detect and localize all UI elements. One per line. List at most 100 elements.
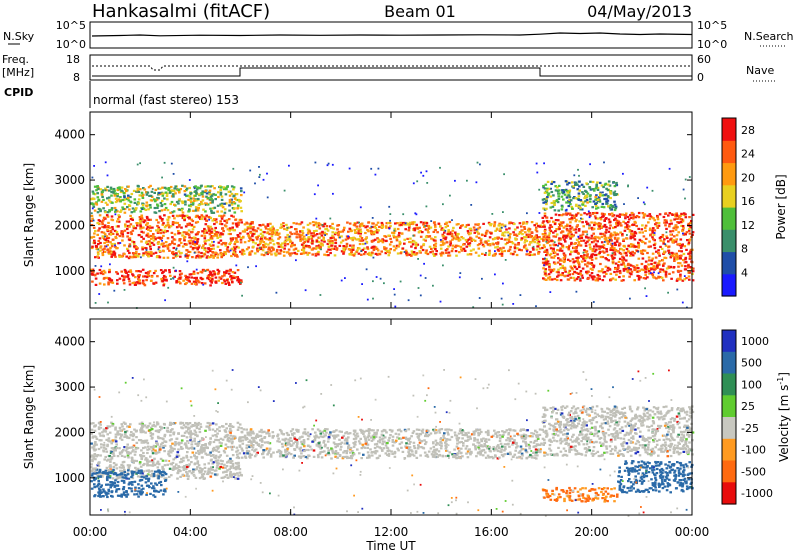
data-cell xyxy=(221,438,225,441)
data-cell xyxy=(399,280,402,283)
data-cell xyxy=(163,208,167,211)
data-cell xyxy=(352,237,355,240)
freq-label-line2: [MHz] xyxy=(2,66,34,79)
data-cell xyxy=(185,430,188,433)
data-cell xyxy=(121,464,125,467)
data-cell xyxy=(282,222,285,225)
data-cell xyxy=(569,276,573,279)
data-cell xyxy=(387,234,390,237)
data-cell xyxy=(669,233,672,236)
data-cell xyxy=(601,268,604,271)
data-cell xyxy=(660,276,664,279)
data-cell xyxy=(559,273,563,276)
data-cell xyxy=(624,226,627,229)
data-cell xyxy=(232,201,236,204)
data-cell xyxy=(284,236,288,239)
data-cell xyxy=(115,447,118,450)
data-cell xyxy=(210,458,213,461)
data-cell xyxy=(543,215,547,218)
data-cell xyxy=(167,223,170,226)
data-cell xyxy=(153,211,157,214)
data-cell xyxy=(652,276,655,279)
data-cell xyxy=(201,190,204,193)
data-cell xyxy=(523,241,527,244)
data-cell xyxy=(96,251,100,254)
data-cell xyxy=(234,237,238,240)
data-cell xyxy=(192,199,196,202)
data-cell xyxy=(225,269,228,272)
data-cell xyxy=(108,431,112,434)
data-cell xyxy=(90,236,94,239)
data-cell xyxy=(277,245,281,248)
data-cell xyxy=(219,459,223,462)
data-cell xyxy=(618,213,622,216)
data-cell xyxy=(323,253,326,256)
data-cell xyxy=(565,228,569,231)
data-cell xyxy=(264,225,267,228)
data-cell xyxy=(92,455,96,458)
data-cell xyxy=(627,244,631,247)
data-cell xyxy=(524,244,527,247)
data-cell xyxy=(207,197,210,200)
data-cell xyxy=(678,242,681,246)
data-cell xyxy=(147,251,151,254)
data-cell xyxy=(159,228,162,232)
data-cell xyxy=(421,231,424,234)
data-cell xyxy=(611,215,614,218)
data-cell xyxy=(436,231,439,234)
data-cell xyxy=(681,225,685,228)
data-cell xyxy=(449,240,452,243)
data-cell xyxy=(383,247,386,250)
data-cell xyxy=(651,236,654,239)
data-cell xyxy=(687,275,691,278)
data-cell xyxy=(328,225,332,228)
data-cell xyxy=(183,235,187,239)
data-cell xyxy=(589,197,592,200)
data-cell xyxy=(179,255,182,258)
data-cell xyxy=(149,460,152,463)
data-cell xyxy=(649,245,652,248)
data-cell xyxy=(189,239,192,242)
data-cell xyxy=(564,180,568,183)
data-cell xyxy=(189,199,192,202)
data-cell xyxy=(172,173,175,175)
data-cell xyxy=(645,267,648,270)
data-cell xyxy=(98,214,102,217)
data-cell xyxy=(132,225,135,228)
data-cell xyxy=(658,213,662,216)
data-cell xyxy=(101,248,105,251)
data-cell xyxy=(168,439,172,442)
data-cell xyxy=(632,215,636,218)
data-cell xyxy=(99,188,103,191)
data-cell xyxy=(246,225,250,229)
data-cell xyxy=(474,223,477,226)
data-cell xyxy=(684,261,688,264)
data-cell xyxy=(137,255,140,258)
data-cell xyxy=(96,255,99,258)
data-cell xyxy=(557,226,561,229)
data-cell xyxy=(134,253,137,257)
data-cell xyxy=(525,249,529,252)
data-cell xyxy=(236,276,239,279)
data-cell xyxy=(431,238,435,241)
data-cell xyxy=(550,278,554,281)
data-cell xyxy=(544,270,547,273)
data-cell xyxy=(183,231,186,234)
data-cell xyxy=(518,231,522,234)
data-cell xyxy=(178,198,181,201)
data-cell xyxy=(128,208,131,211)
data-cell xyxy=(214,218,218,221)
data-cell xyxy=(215,438,219,442)
data-cell xyxy=(129,214,132,217)
data-cell xyxy=(216,245,220,248)
data-cell xyxy=(687,252,690,255)
data-cell xyxy=(150,252,153,255)
data-cell xyxy=(351,253,354,256)
nave-label: Nave xyxy=(746,64,774,77)
data-cell xyxy=(163,214,166,217)
data-cell xyxy=(688,252,692,255)
data-cell xyxy=(550,256,553,259)
data-cell xyxy=(204,452,207,455)
data-cell xyxy=(136,163,139,166)
data-cell xyxy=(370,167,373,170)
